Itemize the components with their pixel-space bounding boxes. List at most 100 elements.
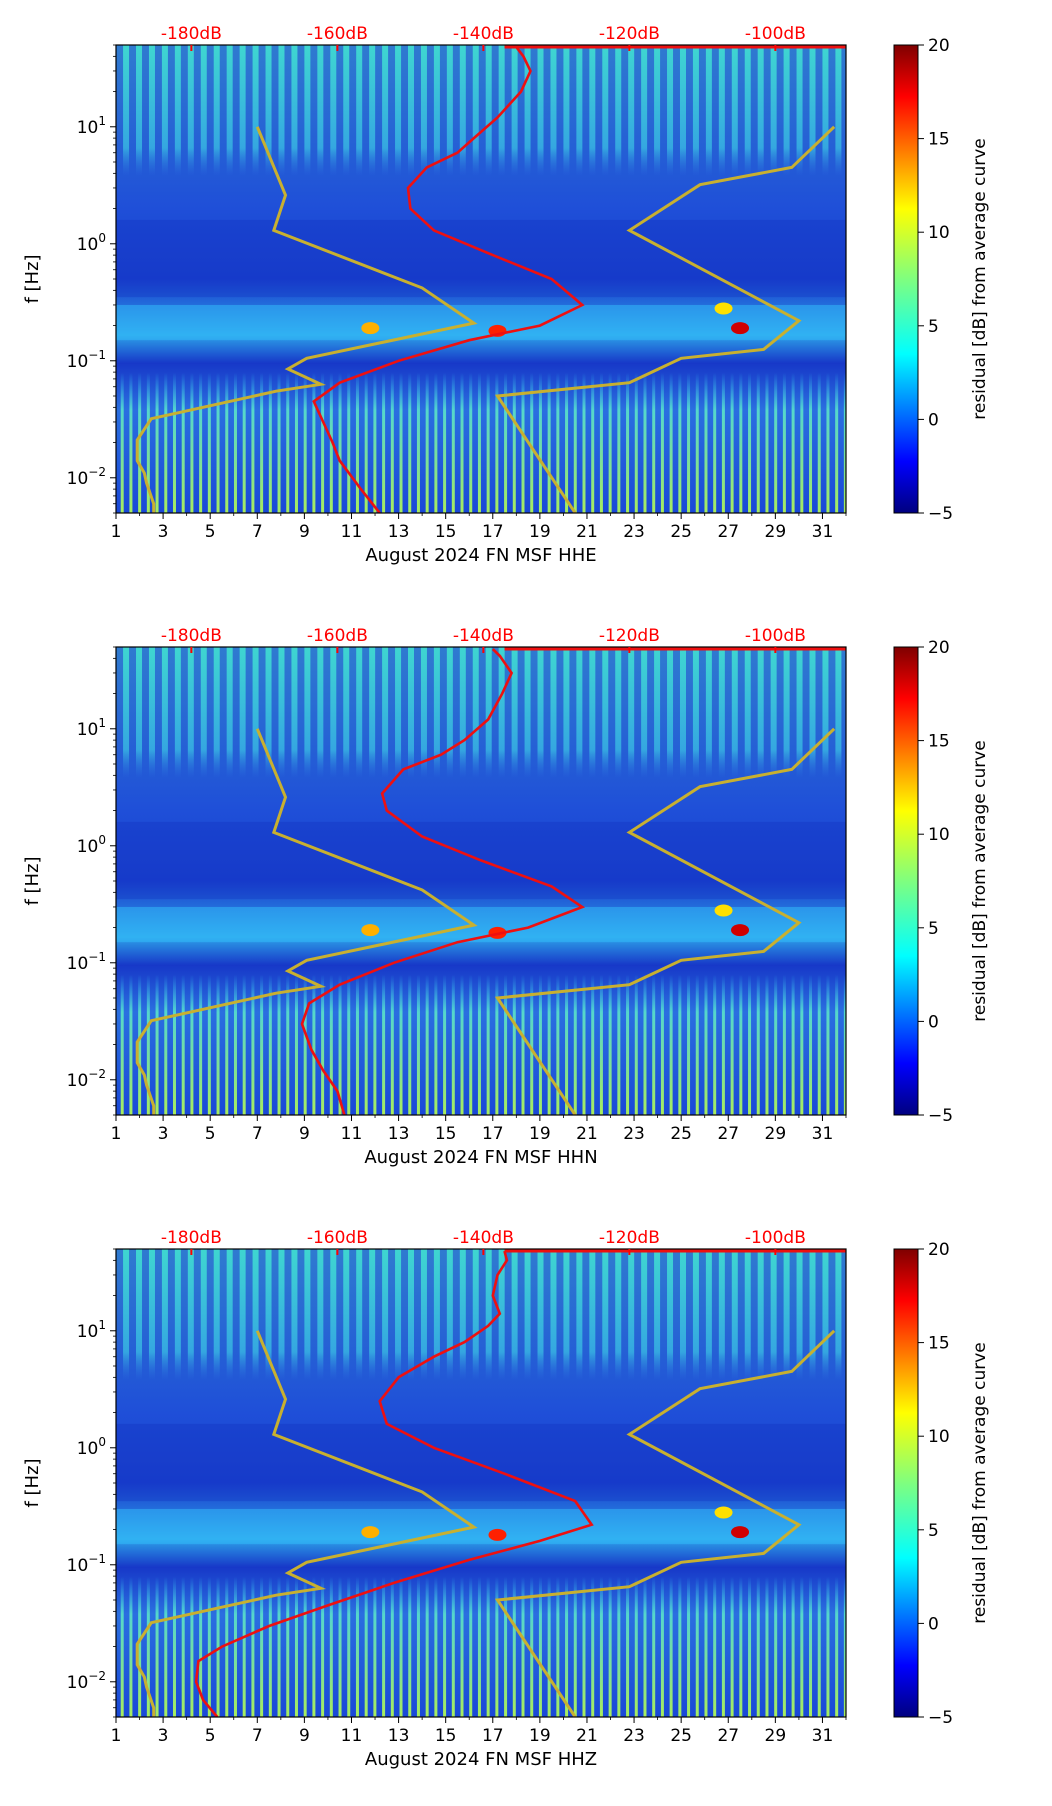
db-scale-label: -180dB: [161, 1228, 222, 1248]
heatmap-spike: [504, 1249, 508, 1717]
heatmap-spike: [286, 647, 290, 1115]
x-tick-label: 11: [341, 1726, 363, 1746]
x-tick-label: 25: [670, 1726, 692, 1746]
heatmap-spike: [652, 45, 656, 513]
heatmap-spike: [260, 45, 264, 513]
heatmap-spike: [138, 1249, 142, 1717]
x-tick-label: 7: [252, 522, 263, 542]
heatmap-spike: [486, 45, 490, 513]
heatmap-stripe: [472, 45, 479, 513]
x-tick-label: 15: [435, 1124, 457, 1144]
heatmap-stripe: [291, 647, 298, 1115]
heatmap-hotspot: [361, 322, 380, 335]
heatmap-spike: [408, 45, 412, 513]
heatmap-stripe: [278, 45, 285, 513]
heatmap-spike: [660, 647, 664, 1115]
heatmap-stripe: [835, 45, 842, 513]
x-tick-label: 17: [482, 1124, 504, 1144]
heatmap-stripe: [835, 1249, 842, 1717]
heatmap-spike: [538, 45, 542, 513]
heatmap-spike: [495, 1249, 499, 1717]
db-scale-label: -100dB: [745, 626, 806, 646]
heatmap-spike: [138, 45, 142, 513]
colorbar-tick-label: 10: [928, 825, 950, 845]
heatmap-spike: [817, 647, 821, 1115]
heatmap-stripe: [498, 647, 505, 1115]
heatmap-spike: [199, 647, 203, 1115]
heatmap-spike: [355, 1249, 359, 1717]
heatmap-spike: [260, 647, 264, 1115]
heatmap-spike: [495, 647, 499, 1115]
heatmap-stripe: [446, 647, 453, 1115]
heatmap-stripe: [123, 45, 130, 513]
heatmap-stripe: [783, 45, 790, 513]
heatmap-stripe: [200, 45, 207, 513]
heatmap-spike: [713, 647, 717, 1115]
heatmap-spike: [774, 647, 778, 1115]
heatmap-spike: [512, 647, 516, 1115]
heatmap-spike: [817, 1249, 821, 1717]
heatmap-stripe: [369, 45, 376, 513]
heatmap-spike: [120, 45, 124, 513]
colorbar-gradient: [893, 1248, 919, 1718]
colorbar-tick-label: 0: [928, 1012, 939, 1032]
heatmap-hotspot: [714, 904, 733, 917]
heatmap-stripe: [628, 1249, 635, 1717]
heatmap-spike: [835, 45, 839, 513]
heatmap-spike: [181, 647, 185, 1115]
heatmap-spike: [216, 647, 220, 1115]
heatmap-stripe: [343, 45, 350, 513]
heatmap-spike: [329, 45, 333, 513]
heatmap-stripe: [317, 1249, 324, 1717]
heatmap-stripe: [278, 647, 285, 1115]
heatmap-stripe: [239, 1249, 246, 1717]
heatmap-stripe: [550, 647, 557, 1115]
heatmap-spike: [678, 1249, 682, 1717]
heatmap-spike: [181, 45, 185, 513]
spectrogram-panel-hhe: 1 3 5 7 9 11 13 15 17 19 21 23 25 27 29 3110110010−110−…: [22, 24, 990, 566]
colorbar-tick-label: 10: [928, 1427, 950, 1447]
heatmap-spike: [382, 647, 386, 1115]
heatmap-stripe: [343, 647, 350, 1115]
heatmap-spike: [443, 647, 447, 1115]
heatmap-stripe: [265, 1249, 272, 1717]
heatmap-stripe: [291, 45, 298, 513]
x-tick-label: 5: [205, 1124, 216, 1144]
x-tick-label: 17: [482, 522, 504, 542]
heatmap-spike: [477, 45, 481, 513]
heatmap-stripe: [356, 1249, 363, 1717]
x-tick-label: 27: [717, 1726, 739, 1746]
x-tick-label: 3: [158, 1124, 169, 1144]
colorbar: 20 15 10 5 0 −5 residual [dB] from average cur…: [893, 638, 990, 1126]
heatmap-spike: [626, 45, 630, 513]
colorbar-gradient: [893, 44, 919, 514]
heatmap-stripe: [356, 45, 363, 513]
heatmap-stripe: [252, 647, 259, 1115]
heatmap-spike: [660, 45, 664, 513]
heatmap-spike: [582, 45, 586, 513]
heatmap-spike: [739, 45, 743, 513]
y-tick-label: 10−1: [67, 950, 106, 974]
heatmap-spike: [373, 647, 377, 1115]
heatmap-spike: [451, 45, 455, 513]
heatmap-stripe: [369, 1249, 376, 1717]
heatmap-spike: [268, 45, 272, 513]
heatmap-stripe: [602, 647, 609, 1115]
heatmap-spike: [164, 647, 168, 1115]
heatmap-spike: [199, 1249, 203, 1717]
heatmap-spike: [286, 1249, 290, 1717]
heatmap-spike: [312, 1249, 316, 1717]
noise-model-low: [135, 1330, 478, 1717]
heatmap-spike: [530, 45, 534, 513]
colorbar-tick-label: 20: [928, 638, 950, 658]
y-tick-label: 101: [77, 114, 106, 138]
heatmap-spike: [294, 45, 298, 513]
heatmap-spike: [643, 1249, 647, 1717]
heatmap-spike: [713, 1249, 717, 1717]
heatmap-spike: [652, 647, 656, 1115]
heatmap-spike: [782, 647, 786, 1115]
heatmap-spike: [826, 647, 830, 1115]
colorbar-tick-label: 0: [928, 410, 939, 430]
heatmap-spike: [390, 647, 394, 1115]
heatmap-spike: [408, 647, 412, 1115]
